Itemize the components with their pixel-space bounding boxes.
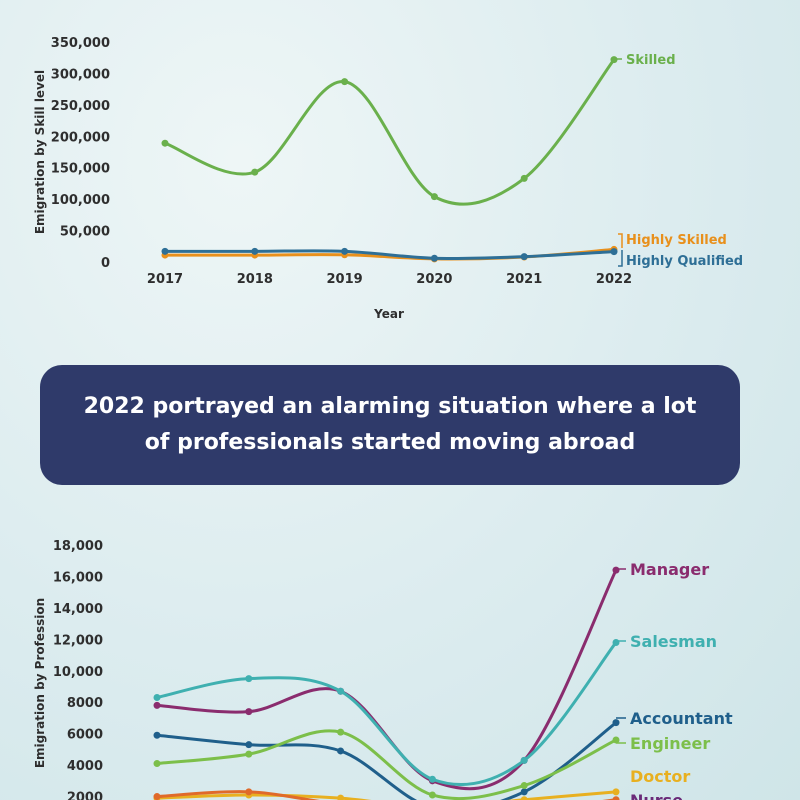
engineer-data-point bbox=[245, 750, 253, 758]
x-tick-label: 2020 bbox=[416, 272, 452, 287]
y-axis-title: Emigration by Profession bbox=[33, 598, 47, 768]
skilled-data-point bbox=[341, 78, 349, 86]
doctor-data-point bbox=[520, 796, 528, 800]
bracket-highly-skilled bbox=[618, 233, 623, 248]
salesman-data-point bbox=[520, 756, 528, 764]
doctor-series-line bbox=[155, 790, 618, 800]
highly-skilled-series-label: Highly Skilled bbox=[626, 233, 727, 248]
doctor-data-point bbox=[337, 794, 345, 800]
y-tick-label: 50,000 bbox=[60, 225, 110, 240]
skilled-series-line bbox=[163, 58, 616, 206]
salesman-data-point bbox=[337, 687, 345, 695]
y-tick-label: 150,000 bbox=[51, 162, 110, 177]
salesman-data-point bbox=[153, 694, 161, 702]
doctor-series-label: Doctor bbox=[630, 767, 690, 786]
y-axis-title: Emigration by Skill level bbox=[33, 70, 47, 234]
y-tick-label: 2000 bbox=[67, 791, 103, 800]
y-tick-label: 4000 bbox=[67, 759, 103, 774]
x-tick-label: 2021 bbox=[506, 272, 542, 287]
engineer-data-point bbox=[612, 736, 620, 744]
accountant-data-point bbox=[245, 741, 253, 749]
nurse-series-label: Nurse bbox=[630, 791, 683, 800]
y-tick-label: 250,000 bbox=[51, 99, 110, 114]
engineer-data-point bbox=[153, 760, 161, 768]
y-tick-label: 10,000 bbox=[53, 665, 103, 680]
x-tick-label: 2018 bbox=[237, 272, 273, 287]
skill-level-chart: Emigration by Skill level Year 0 50,000 10… bbox=[33, 36, 743, 321]
accountant-data-point bbox=[520, 788, 528, 796]
highly-qualified-data-point bbox=[341, 247, 349, 255]
manager-data-point bbox=[245, 708, 253, 716]
y-tick-label: 100,000 bbox=[51, 193, 110, 208]
skilled-data-point bbox=[161, 139, 169, 147]
x-axis-title: Year bbox=[373, 307, 404, 321]
y-tick-label: 300,000 bbox=[51, 67, 110, 82]
highly-qualified-data-point bbox=[251, 247, 259, 255]
accountant-series-line bbox=[155, 721, 618, 800]
y-tick-label: 350,000 bbox=[51, 36, 110, 51]
y-tick-label: 200,000 bbox=[51, 130, 110, 145]
accountant-data-point bbox=[337, 747, 345, 755]
y-tick-label: 8000 bbox=[67, 696, 103, 711]
highly-qualified-data-point bbox=[161, 247, 169, 255]
highly-qualified-data-point bbox=[430, 254, 438, 262]
x-tick-label: 2022 bbox=[596, 272, 632, 287]
skilled-data-point bbox=[251, 168, 259, 176]
y-tick-label: 18,000 bbox=[53, 539, 103, 554]
y-tick-label: 16,000 bbox=[53, 570, 103, 585]
salesman-data-point bbox=[612, 638, 620, 646]
salesman-series-label: Salesman bbox=[630, 632, 717, 651]
accountant-series-label: Accountant bbox=[630, 709, 733, 728]
manager-data-point bbox=[153, 701, 161, 709]
highly-qualified-series-label: Highly Qualified bbox=[626, 254, 743, 269]
y-tick-label: 0 bbox=[101, 256, 110, 271]
x-tick-label: 2019 bbox=[327, 272, 363, 287]
y-tick-label: 6000 bbox=[67, 728, 103, 743]
engineer-series-line bbox=[155, 729, 618, 800]
profession-chart: Emigration by Profession 2000 4000 6000 800… bbox=[33, 539, 733, 800]
skilled-series-label: Skilled bbox=[626, 53, 676, 68]
salesman-data-point bbox=[245, 675, 253, 683]
engineer-data-point bbox=[520, 782, 528, 790]
nurse-data-point bbox=[153, 793, 161, 800]
highly-qualified-data-point bbox=[520, 253, 528, 261]
nurse-data-point bbox=[245, 788, 253, 796]
x-tick-label: 2017 bbox=[147, 272, 183, 287]
engineer-data-point bbox=[337, 728, 345, 736]
y-tick-label: 12,000 bbox=[53, 633, 103, 648]
salesman-data-point bbox=[428, 775, 436, 783]
headline-text: 2022 portrayed an alarming situation whe… bbox=[83, 394, 697, 455]
y-tick-label: 14,000 bbox=[53, 602, 103, 617]
accountant-data-point bbox=[612, 719, 620, 727]
manager-data-point bbox=[612, 566, 620, 574]
nurse-data-point bbox=[612, 796, 620, 800]
engineer-data-point bbox=[428, 791, 436, 799]
engineer-series-label: Engineer bbox=[630, 734, 710, 753]
nurse-series-line bbox=[155, 790, 618, 800]
doctor-data-point bbox=[612, 788, 620, 796]
highly-qualified-data-point bbox=[610, 248, 618, 256]
skilled-data-point bbox=[430, 193, 438, 201]
manager-series-label: Manager bbox=[630, 560, 709, 579]
skilled-data-point bbox=[520, 174, 528, 182]
bracket-highly-qualified bbox=[618, 250, 623, 267]
highly-qualified-series-line bbox=[163, 249, 616, 261]
headline-banner: 2022 portrayed an alarming situation whe… bbox=[40, 365, 740, 485]
accountant-data-point bbox=[153, 731, 161, 739]
